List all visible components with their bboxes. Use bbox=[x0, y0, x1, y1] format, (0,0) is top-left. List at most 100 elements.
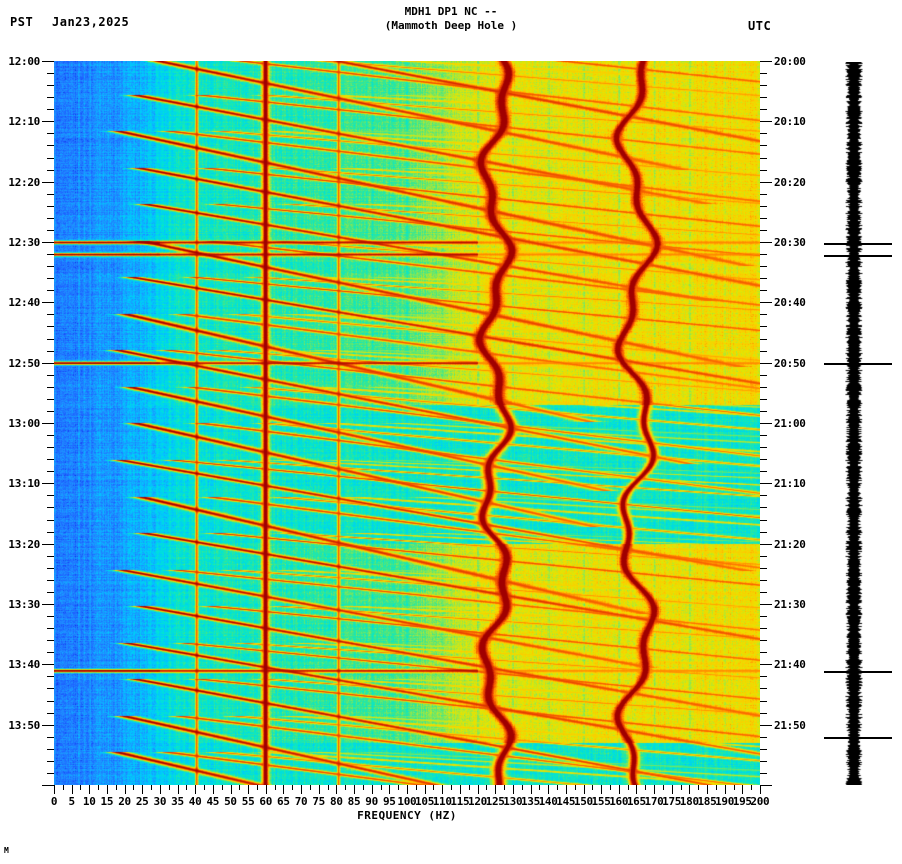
time-tick-label-utc: 20:00 bbox=[774, 55, 806, 68]
time-tick-label-utc: 20:30 bbox=[774, 236, 806, 249]
time-tick-minor bbox=[760, 471, 767, 472]
time-tick-minor bbox=[47, 652, 54, 653]
freq-tick-major bbox=[89, 785, 91, 794]
spectrogram-canvas[interactable] bbox=[54, 61, 760, 785]
freq-tick-major bbox=[636, 785, 638, 794]
time-tick-major bbox=[42, 423, 54, 424]
time-tick-minor bbox=[760, 266, 767, 267]
freq-tick-major bbox=[512, 785, 514, 794]
time-tick-major bbox=[42, 302, 54, 303]
time-tick-major bbox=[42, 483, 54, 484]
time-tick-minor bbox=[47, 773, 54, 774]
time-tick-minor bbox=[760, 97, 767, 98]
freq-tick-label: 30 bbox=[153, 795, 167, 808]
freq-tick-minor bbox=[733, 785, 735, 790]
time-tick-label-pst: 13:30 bbox=[8, 598, 40, 611]
time-tick-label-utc: 21:30 bbox=[774, 598, 806, 611]
time-tick-minor bbox=[47, 266, 54, 267]
freq-tick-minor bbox=[362, 785, 364, 790]
time-axis-utc: 20:00 20:10 20:20 20:30 20:40 20:50 21:00 21:10… bbox=[760, 55, 820, 786]
freq-tick-minor bbox=[715, 785, 717, 790]
time-tick-major bbox=[760, 483, 772, 484]
freq-tick-minor bbox=[504, 785, 506, 790]
time-tick-minor bbox=[760, 170, 767, 171]
time-tick-minor bbox=[47, 592, 54, 593]
freq-tick-major bbox=[724, 785, 726, 794]
freq-tick-minor bbox=[521, 785, 523, 790]
freq-tick-major bbox=[195, 785, 197, 794]
freq-tick-label: 145 bbox=[556, 795, 576, 808]
time-tick-minor bbox=[47, 194, 54, 195]
time-tick-major bbox=[42, 664, 54, 665]
time-tick-major bbox=[760, 182, 772, 183]
freq-tick-minor bbox=[151, 785, 153, 790]
freq-tick-label: 80 bbox=[330, 795, 343, 808]
freq-tick-minor bbox=[98, 785, 100, 790]
freq-tick-major bbox=[212, 785, 214, 794]
freq-tick-minor bbox=[592, 785, 594, 790]
time-tick-minor bbox=[760, 194, 767, 195]
time-tick-minor bbox=[760, 387, 767, 388]
time-tick-minor bbox=[47, 387, 54, 388]
time-tick-label-pst: 13:50 bbox=[8, 719, 40, 732]
freq-tick-label: 160 bbox=[609, 795, 629, 808]
time-tick-major bbox=[760, 121, 772, 122]
time-tick-label-pst: 12:50 bbox=[8, 357, 40, 370]
freq-tick-label: 200 bbox=[750, 795, 770, 808]
freq-tick-major bbox=[248, 785, 250, 794]
spectrogram-plot[interactable] bbox=[54, 61, 760, 785]
date-label: Jan23,2025 bbox=[52, 15, 130, 29]
time-tick-minor bbox=[760, 507, 767, 508]
freq-tick-major bbox=[407, 785, 408, 794]
station-title-line2: (Mammoth Deep Hole ) bbox=[384, 19, 518, 32]
freq-tick-minor bbox=[645, 785, 647, 790]
freq-tick-label: 165 bbox=[626, 795, 646, 808]
freq-tick-label: 175 bbox=[662, 795, 682, 808]
time-tick-minor bbox=[47, 326, 54, 327]
time-tick-minor bbox=[47, 459, 54, 460]
seismogram-spike bbox=[824, 243, 892, 245]
time-tick-minor bbox=[760, 447, 767, 448]
seismogram-spike bbox=[824, 363, 892, 365]
time-tick-minor bbox=[760, 73, 767, 74]
freq-tick-minor bbox=[627, 785, 629, 790]
time-tick-minor bbox=[47, 640, 54, 641]
freq-tick-major bbox=[530, 785, 532, 794]
freq-tick-minor bbox=[62, 785, 64, 790]
time-tick-minor bbox=[760, 713, 767, 714]
time-tick-minor bbox=[760, 109, 767, 110]
time-tick-minor bbox=[47, 676, 54, 677]
freq-tick-major bbox=[301, 785, 303, 794]
freq-tick-label: 40 bbox=[188, 795, 202, 808]
time-tick-major bbox=[42, 182, 54, 183]
freq-tick-major bbox=[283, 785, 285, 794]
time-tick-minor bbox=[47, 688, 54, 689]
freq-tick-minor bbox=[468, 785, 470, 790]
time-tick-major bbox=[42, 785, 54, 786]
time-tick-minor bbox=[47, 616, 54, 617]
freq-tick-label: 35 bbox=[171, 795, 184, 808]
timezone-label-right: UTC bbox=[748, 19, 772, 33]
freq-tick-minor bbox=[451, 785, 453, 790]
time-tick-minor bbox=[760, 495, 767, 496]
seismogram-strip[interactable] bbox=[845, 62, 863, 785]
time-tick-label-utc: 20:10 bbox=[774, 115, 806, 128]
freq-tick-label: 65 bbox=[277, 795, 290, 808]
time-tick-minor bbox=[47, 737, 54, 738]
freq-tick-minor bbox=[327, 785, 329, 790]
time-tick-major bbox=[760, 61, 772, 62]
freq-tick-major bbox=[742, 785, 744, 794]
timezone-label-left: PST bbox=[10, 15, 34, 29]
time-tick-minor bbox=[47, 556, 54, 557]
time-tick-minor bbox=[760, 749, 767, 750]
time-tick-minor bbox=[760, 375, 767, 376]
time-tick-minor bbox=[760, 459, 767, 460]
time-tick-major bbox=[42, 363, 54, 364]
time-tick-minor bbox=[760, 314, 767, 315]
time-tick-label-pst: 12:40 bbox=[8, 296, 40, 309]
freq-tick-minor bbox=[309, 785, 311, 790]
freq-tick-minor bbox=[680, 785, 682, 790]
freq-tick-minor bbox=[345, 785, 347, 790]
freq-tick-major bbox=[124, 785, 126, 794]
time-tick-minor bbox=[47, 375, 54, 376]
